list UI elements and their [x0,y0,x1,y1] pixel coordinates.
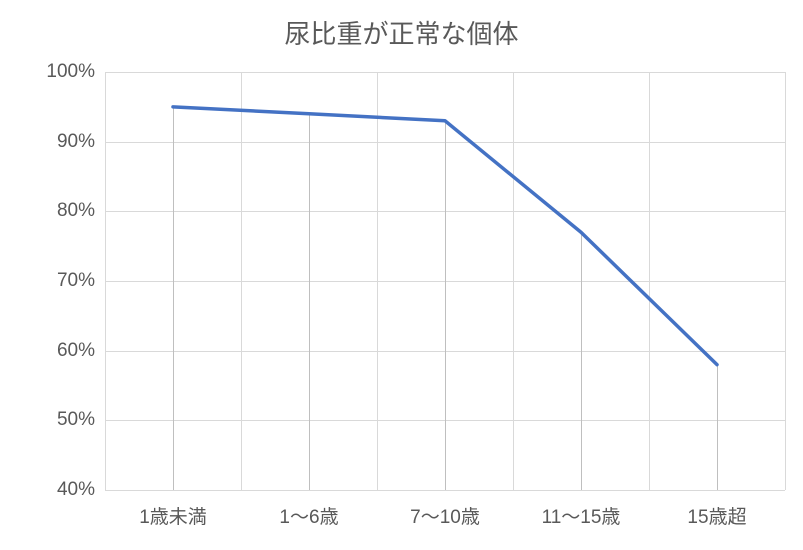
x-tick-label: 1〜6歳 [279,502,338,529]
y-gridline [105,490,785,491]
y-tick-label: 50% [57,409,95,431]
x-tick-label: 15歳超 [687,502,746,529]
y-tick-label: 90% [57,131,95,153]
chart-container: 尿比重が正常な個体 40%50%60%70%80%90%100%1歳未満1〜6歳… [0,0,803,550]
line-chart-svg [105,72,785,490]
plot-area: 40%50%60%70%80%90%100%1歳未満1〜6歳7〜10歳11〜15… [105,72,785,490]
x-tick-label: 11〜15歳 [542,502,621,529]
y-tick-label: 40% [57,479,95,501]
y-tick-label: 100% [46,61,95,83]
y-tick-label: 70% [57,270,95,292]
series-line [173,107,717,365]
x-tick-label: 7〜10歳 [410,502,480,529]
y-tick-label: 60% [57,340,95,362]
y-tick-label: 80% [57,200,95,222]
chart-title: 尿比重が正常な個体 [0,14,803,51]
x-tick-label: 1歳未満 [139,502,207,529]
x-gridline [785,72,786,490]
